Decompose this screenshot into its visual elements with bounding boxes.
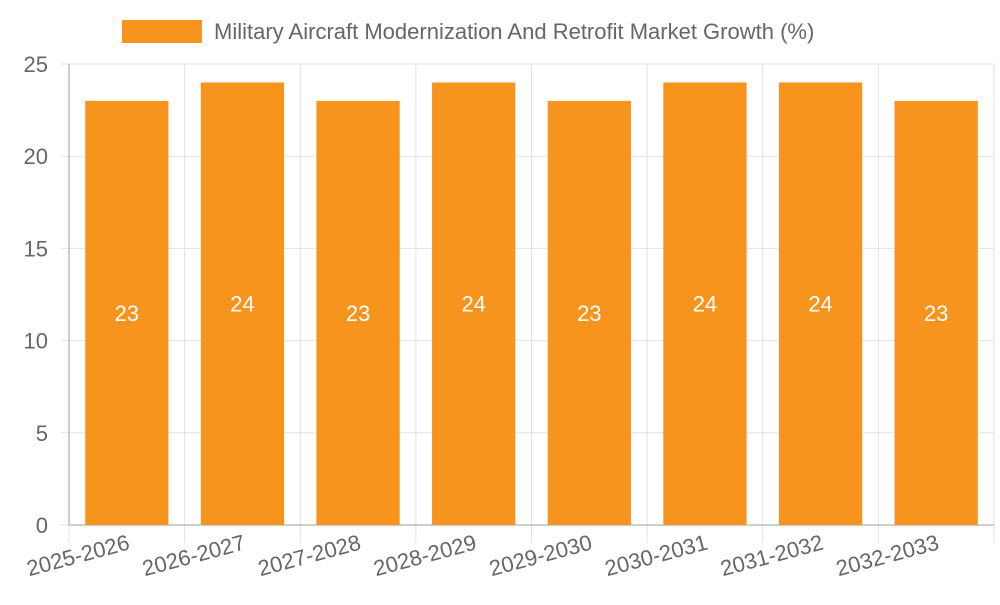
- bar-value-label: 23: [577, 301, 601, 326]
- bar[interactable]: [432, 82, 516, 525]
- bar[interactable]: [778, 82, 863, 525]
- x-tick-label: 2032-2033: [833, 530, 941, 581]
- x-tick-label: 2028-2029: [371, 530, 479, 581]
- bar-value-label: 24: [230, 292, 254, 317]
- bar[interactable]: [200, 82, 285, 525]
- bar-value-label: 23: [346, 301, 370, 326]
- bars: 23 24 23 24 23 24 24 23: [85, 82, 978, 525]
- x-tick-label: 2030-2031: [602, 530, 710, 581]
- legend[interactable]: Military Aircraft Modernization And Retr…: [122, 19, 814, 44]
- bar[interactable]: [894, 100, 978, 525]
- y-tick-label: 5: [36, 421, 48, 446]
- x-tick-label: 2027-2028: [255, 530, 363, 581]
- bar-value-label: 24: [808, 292, 832, 317]
- legend-swatch: [122, 20, 202, 43]
- legend-label: Military Aircraft Modernization And Retr…: [214, 19, 814, 44]
- bar-value-label: 24: [461, 292, 485, 317]
- y-tick-label: 0: [36, 513, 48, 538]
- bar[interactable]: [547, 100, 631, 525]
- y-tick-label: 10: [24, 329, 48, 354]
- y-tick-label: 20: [24, 144, 48, 169]
- y-axis-tick-labels: 0 5 10 15 20 25: [24, 52, 48, 538]
- bar-value-label: 24: [693, 292, 717, 317]
- x-tick-label: 2029-2030: [487, 530, 595, 581]
- bar[interactable]: [663, 82, 747, 525]
- bar[interactable]: [85, 100, 169, 525]
- bar-value-label: 23: [924, 301, 948, 326]
- y-tick-label: 15: [24, 236, 48, 261]
- bar-value-label: 23: [115, 301, 139, 326]
- bar[interactable]: [316, 100, 400, 525]
- x-tick-label: 2031-2032: [718, 530, 826, 581]
- x-tick-label: 2026-2027: [140, 530, 248, 581]
- x-axis-tick-labels: 2025-2026 2026-2027 2027-2028 2028-2029 2029…: [24, 530, 941, 581]
- y-tick-label: 25: [24, 52, 48, 77]
